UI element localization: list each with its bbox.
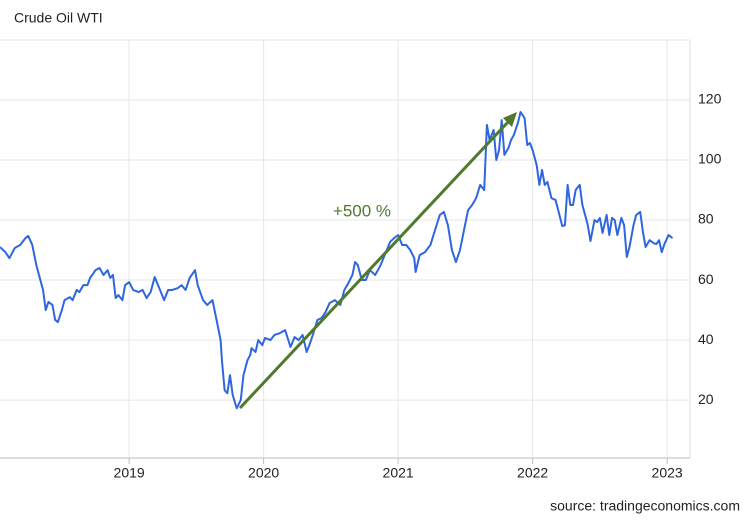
price-line bbox=[0, 111, 674, 410]
y-tick-label: 60 bbox=[698, 271, 714, 287]
x-tick-label: 2021 bbox=[383, 465, 414, 481]
y-tick-label: 40 bbox=[698, 331, 714, 347]
x-tick-label: 2020 bbox=[248, 465, 279, 481]
plot: 20 40 60 80 100 120 2019 2020 2021 2022 2023 bbox=[0, 40, 722, 481]
x-tick-label: 2022 bbox=[517, 465, 548, 481]
y-tick-label: 100 bbox=[698, 151, 722, 167]
x-tick-label: 2019 bbox=[114, 465, 145, 481]
arrow-head bbox=[503, 112, 517, 127]
y-tick-label: 80 bbox=[698, 211, 714, 227]
source: source: tradingeconomics.com bbox=[550, 498, 740, 514]
chart-title: Crude Oil WTI bbox=[14, 10, 103, 26]
y-tick-label: 120 bbox=[698, 91, 722, 107]
annotation: +500 % bbox=[333, 201, 391, 220]
trend-arrow bbox=[238, 120, 510, 410]
y-tick-label: 20 bbox=[698, 391, 714, 407]
x-tick-label: 2023 bbox=[652, 465, 683, 481]
